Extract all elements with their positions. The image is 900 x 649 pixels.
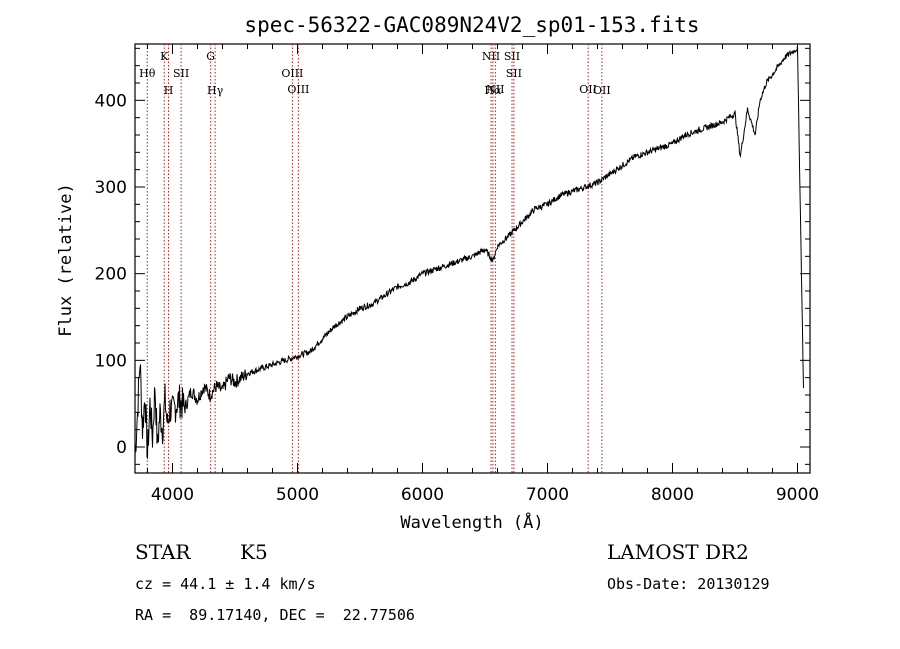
spectral-line-label: G — [206, 50, 215, 63]
spectral-line-label: OIII — [281, 67, 303, 80]
spectrum-line — [134, 45, 804, 460]
object-class: STAR — [135, 540, 191, 564]
chart-title: spec-56322-GAC089N24V2_sp01-153.fits — [244, 13, 699, 37]
spectral-line-label: SII — [504, 50, 520, 63]
spectral-line-label: Hα — [484, 84, 502, 97]
spectral-line-label: NII — [482, 50, 500, 63]
survey-name: LAMOST DR2 — [607, 540, 749, 564]
object-subclass: K5 — [240, 540, 268, 564]
spectral-line-label: Hθ — [139, 67, 156, 80]
x-tick-label: 6000 — [401, 485, 444, 505]
y-tick-label: 300 — [95, 178, 127, 198]
y-tick-label: 200 — [95, 265, 127, 285]
x-tick-label: 5000 — [276, 485, 319, 505]
spectral-line-label: SII — [173, 67, 189, 80]
x-axis-ticks: 4000 5000 6000 7000 8000 9000 — [147, 44, 819, 505]
spectral-line-label: NII — [486, 83, 504, 96]
y-tick-label: 400 — [95, 91, 127, 111]
spectral-line-label: K — [160, 50, 169, 63]
redshift-value: cz = 44.1 ± 1.4 km/s — [135, 575, 316, 593]
y-tick-label: 100 — [95, 351, 127, 371]
spectral-line-label: Hγ — [207, 84, 224, 97]
obs-date: Obs-Date: 20130129 — [607, 575, 770, 593]
plot-frame — [134, 43, 811, 474]
spectral-line-label: H — [164, 84, 174, 97]
y-axis-ticks: 0 100 200 300 400 — [95, 47, 810, 465]
x-tick-label: 8000 — [651, 485, 694, 505]
x-axis-label: Wavelength (Å) — [400, 511, 543, 533]
x-tick-label: 7000 — [526, 485, 569, 505]
x-tick-label: 4000 — [151, 485, 194, 505]
y-tick-label: 0 — [116, 438, 127, 458]
spectral-line-label: OIII — [287, 83, 309, 96]
spectral-line-label: OII — [593, 84, 611, 97]
x-tick-label: 9000 — [776, 485, 819, 505]
spectral-line-label: SII — [506, 67, 522, 80]
spectral-line-label: OII — [579, 83, 597, 96]
y-axis-label: Flux (relative) — [56, 183, 76, 337]
coordinates: RA = 89.17140, DEC = 22.77506 — [135, 606, 415, 624]
